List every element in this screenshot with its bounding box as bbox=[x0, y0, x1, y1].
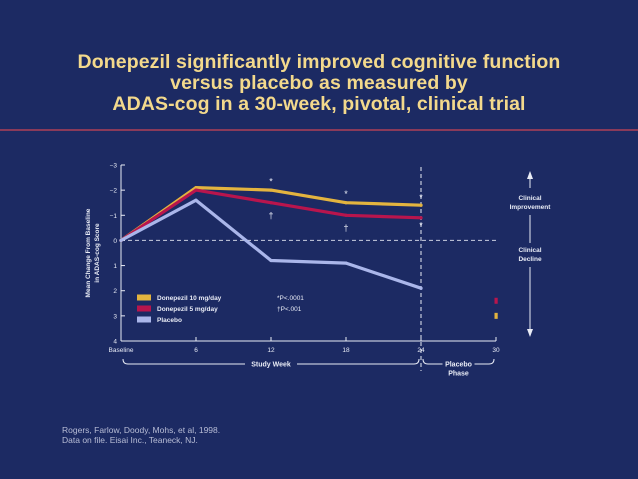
title-line-3: ADAS-cog in a 30-week, pivotal, clinical… bbox=[112, 93, 526, 115]
x-tick-label: 18 bbox=[342, 347, 350, 354]
significance-mark: * bbox=[269, 176, 273, 186]
y-tick-label: 3 bbox=[113, 313, 117, 320]
data-point bbox=[344, 213, 348, 217]
legend-label: Donepezil 10 mg/day bbox=[157, 295, 222, 302]
y-tick-label: −3 bbox=[110, 163, 118, 170]
data-point bbox=[344, 261, 348, 265]
clinical-decline-label: Decline bbox=[518, 256, 542, 263]
data-point bbox=[119, 238, 123, 243]
x-axis-title: Study Week bbox=[251, 362, 291, 369]
placebo-phase-label: Phase bbox=[448, 371, 469, 378]
clinical-improvement-label: Clinical bbox=[518, 195, 541, 202]
y-tick-label: 0 bbox=[113, 238, 117, 245]
clinical-improvement-label: Improvement bbox=[510, 204, 552, 211]
annotation-backdrop bbox=[502, 243, 558, 267]
title-line-2: versus placebo as measured by bbox=[170, 72, 468, 94]
y-tick-label: 1 bbox=[113, 263, 117, 270]
legend-swatch bbox=[137, 316, 151, 323]
citation-line-1: Rogers, Farlow, Doody, Mohs, et al, 1998… bbox=[62, 425, 221, 435]
y-tick-label: −1 bbox=[110, 213, 118, 220]
data-point bbox=[269, 201, 273, 205]
legend-label: Placebo bbox=[157, 317, 182, 324]
data-point bbox=[419, 286, 423, 290]
data-point bbox=[419, 216, 423, 220]
significance-mark: † bbox=[343, 223, 348, 233]
arrow-down-icon bbox=[527, 329, 533, 337]
legend-label: Donepezil 5 mg/day bbox=[157, 306, 218, 313]
washout-marker bbox=[494, 297, 498, 304]
slide-title: Donepezil significantly improved cogniti… bbox=[0, 52, 638, 115]
footnote: *P<.0001 bbox=[277, 295, 304, 302]
placebo-phase-label: Placebo bbox=[445, 362, 472, 369]
significance-mark: * bbox=[419, 220, 423, 230]
title-divider-rule bbox=[0, 129, 638, 131]
legend-swatch bbox=[137, 305, 151, 312]
x-tick-label: 6 bbox=[194, 347, 198, 354]
data-point bbox=[194, 188, 198, 192]
legend-swatch bbox=[137, 294, 151, 301]
data-point bbox=[194, 198, 198, 202]
data-point bbox=[344, 201, 348, 205]
clinical-decline-label: Clinical bbox=[518, 247, 541, 254]
data-point bbox=[269, 188, 273, 192]
title-line-1: Donepezil significantly improved cogniti… bbox=[77, 51, 561, 73]
data-point bbox=[269, 258, 273, 263]
annotation-backdrop bbox=[502, 188, 558, 215]
footnote: †P<.001 bbox=[277, 306, 302, 313]
x-tick-label: 12 bbox=[267, 347, 275, 354]
data-point bbox=[194, 186, 198, 190]
bracket-gap bbox=[245, 361, 297, 367]
x-tick-label: Baseline bbox=[109, 347, 134, 354]
bracket-gap bbox=[442, 361, 475, 367]
y-axis-title-line: Mean Change From Baseline bbox=[85, 208, 92, 297]
source-citation: Rogers, Farlow, Doody, Mohs, et al, 1998… bbox=[62, 425, 220, 445]
significance-mark: † bbox=[268, 210, 273, 220]
washout-marker bbox=[494, 312, 498, 319]
x-tick-label: 30 bbox=[492, 347, 500, 354]
citation-line-2: Data on file. Eisai Inc., Teaneck, NJ. bbox=[62, 435, 198, 445]
significance-mark: * bbox=[419, 193, 423, 203]
significance-mark: * bbox=[344, 189, 348, 199]
y-tick-label: 4 bbox=[113, 339, 117, 346]
data-point bbox=[419, 203, 423, 207]
y-tick-label: −2 bbox=[110, 188, 118, 195]
arrow-up-icon bbox=[527, 171, 533, 179]
y-axis-title-line: in ADAS-cog Score bbox=[94, 223, 101, 283]
y-tick-label: 2 bbox=[113, 288, 117, 295]
